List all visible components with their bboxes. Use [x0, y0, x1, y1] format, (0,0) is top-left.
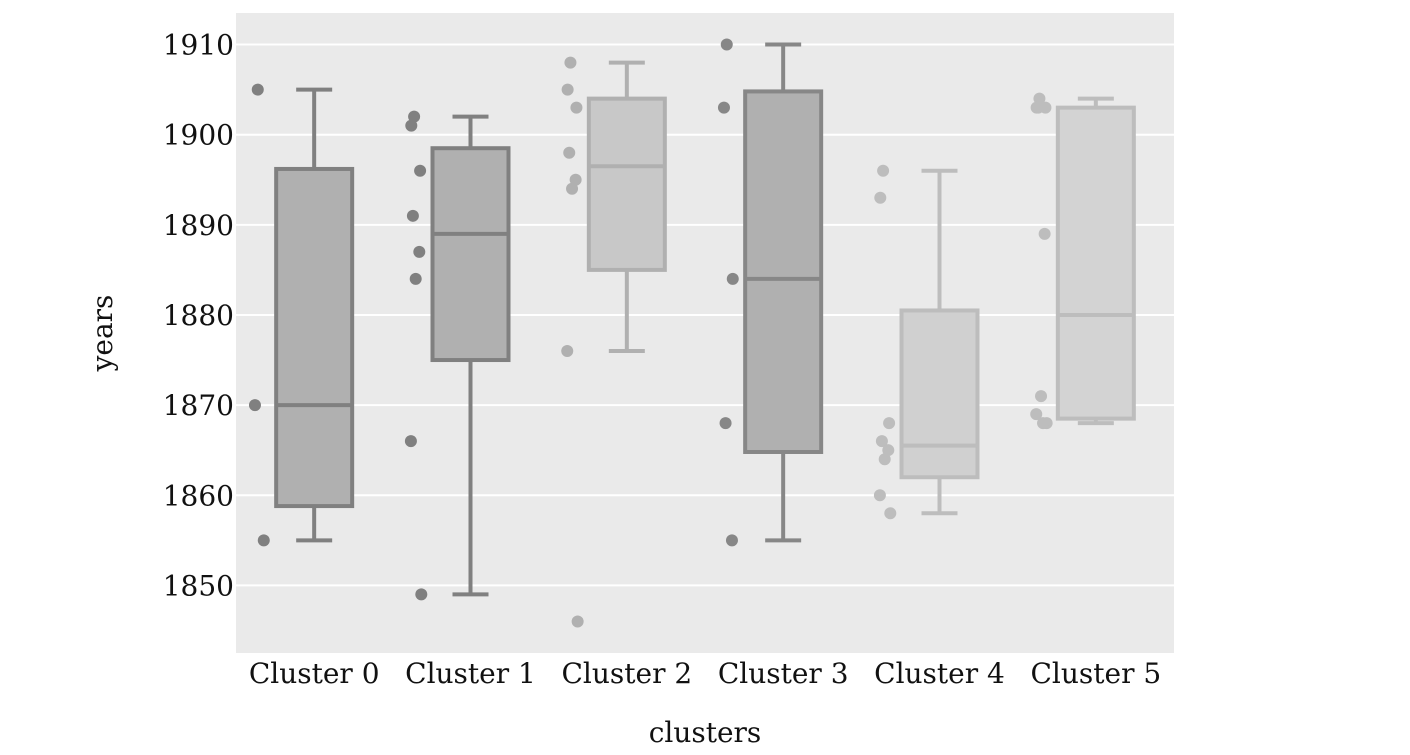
data-point-5-6	[1030, 408, 1043, 421]
box-1	[430, 114, 511, 597]
points-layer	[248, 38, 1053, 628]
plot-panel	[236, 13, 1174, 653]
data-point-1-1	[405, 119, 418, 132]
box-body-0	[274, 166, 355, 509]
box-4	[899, 168, 980, 516]
x-tick-label-0: Cluster 0	[249, 657, 380, 690]
y-tick-label-1870: 1870	[163, 389, 234, 422]
data-point-2-2	[570, 101, 583, 114]
x-tick-label-3: Cluster 3	[718, 657, 849, 690]
y-tick-label-1880: 1880	[163, 299, 234, 332]
data-point-1-7	[415, 588, 428, 601]
box-2	[586, 60, 667, 354]
box-0	[274, 87, 355, 543]
x-tick-label-5: Cluster 5	[1030, 657, 1161, 690]
data-point-1-4	[413, 245, 426, 258]
box-body-5	[1055, 105, 1136, 421]
data-point-5-3	[1032, 101, 1045, 114]
data-point-1-5	[409, 272, 422, 285]
boxes-layer	[274, 42, 1136, 597]
x-axis-categories: Cluster 0 Cluster 1 Cluster 2 Cluster 3 Clus…	[249, 657, 1161, 690]
data-point-4-0	[877, 164, 890, 177]
data-point-2-7	[571, 615, 584, 628]
data-point-2-4	[569, 173, 582, 186]
y-tick-label-1860: 1860	[163, 479, 234, 512]
y-axis-ticks: 1850 1860 1870 1880 1890 1900 1910	[163, 29, 234, 603]
data-point-2-1	[561, 83, 574, 96]
data-point-4-7	[884, 507, 897, 520]
data-point-4-5	[878, 453, 891, 466]
x-axis-title: clusters	[649, 716, 762, 749]
data-point-4-2	[883, 417, 896, 430]
box-body-3	[743, 89, 824, 454]
data-point-5-4	[1038, 227, 1051, 240]
data-point-1-0	[408, 110, 421, 123]
box-3	[743, 42, 824, 543]
data-point-3-2	[726, 272, 739, 285]
data-point-0-2	[257, 534, 270, 547]
data-point-2-5	[566, 182, 579, 195]
data-point-4-1	[874, 191, 887, 204]
data-point-3-0	[720, 38, 733, 51]
y-tick-label-1900: 1900	[163, 119, 234, 152]
data-point-1-6	[404, 435, 417, 448]
y-tick-label-1890: 1890	[163, 209, 234, 242]
data-point-4-6	[873, 489, 886, 502]
x-tick-label-1: Cluster 1	[405, 657, 536, 690]
data-point-5-0	[1033, 92, 1046, 105]
x-tick-label-4: Cluster 4	[874, 657, 1005, 690]
grid-lines	[236, 43, 1174, 587]
data-point-2-3	[563, 146, 576, 159]
box-body-1	[430, 146, 511, 363]
y-tick-label-1850: 1850	[163, 569, 234, 602]
data-point-3-1	[717, 101, 730, 114]
data-point-4-3	[875, 435, 888, 448]
y-axis-title: years	[86, 295, 119, 373]
data-point-3-3	[719, 417, 732, 430]
data-point-0-0	[251, 83, 264, 96]
data-point-5-5	[1035, 390, 1048, 403]
box-body-2	[586, 96, 667, 272]
data-point-2-0	[564, 56, 577, 69]
data-point-1-3	[406, 209, 419, 222]
box-body-4	[899, 308, 980, 480]
data-point-4-4	[882, 444, 895, 457]
y-tick-label-1910: 1910	[163, 29, 234, 62]
data-point-3-4	[725, 534, 738, 547]
data-point-0-1	[248, 399, 261, 412]
box-5	[1055, 96, 1136, 426]
data-point-1-2	[414, 164, 427, 177]
x-tick-label-2: Cluster 2	[561, 657, 692, 690]
data-point-5-8	[1037, 417, 1050, 430]
data-point-2-6	[561, 345, 574, 358]
